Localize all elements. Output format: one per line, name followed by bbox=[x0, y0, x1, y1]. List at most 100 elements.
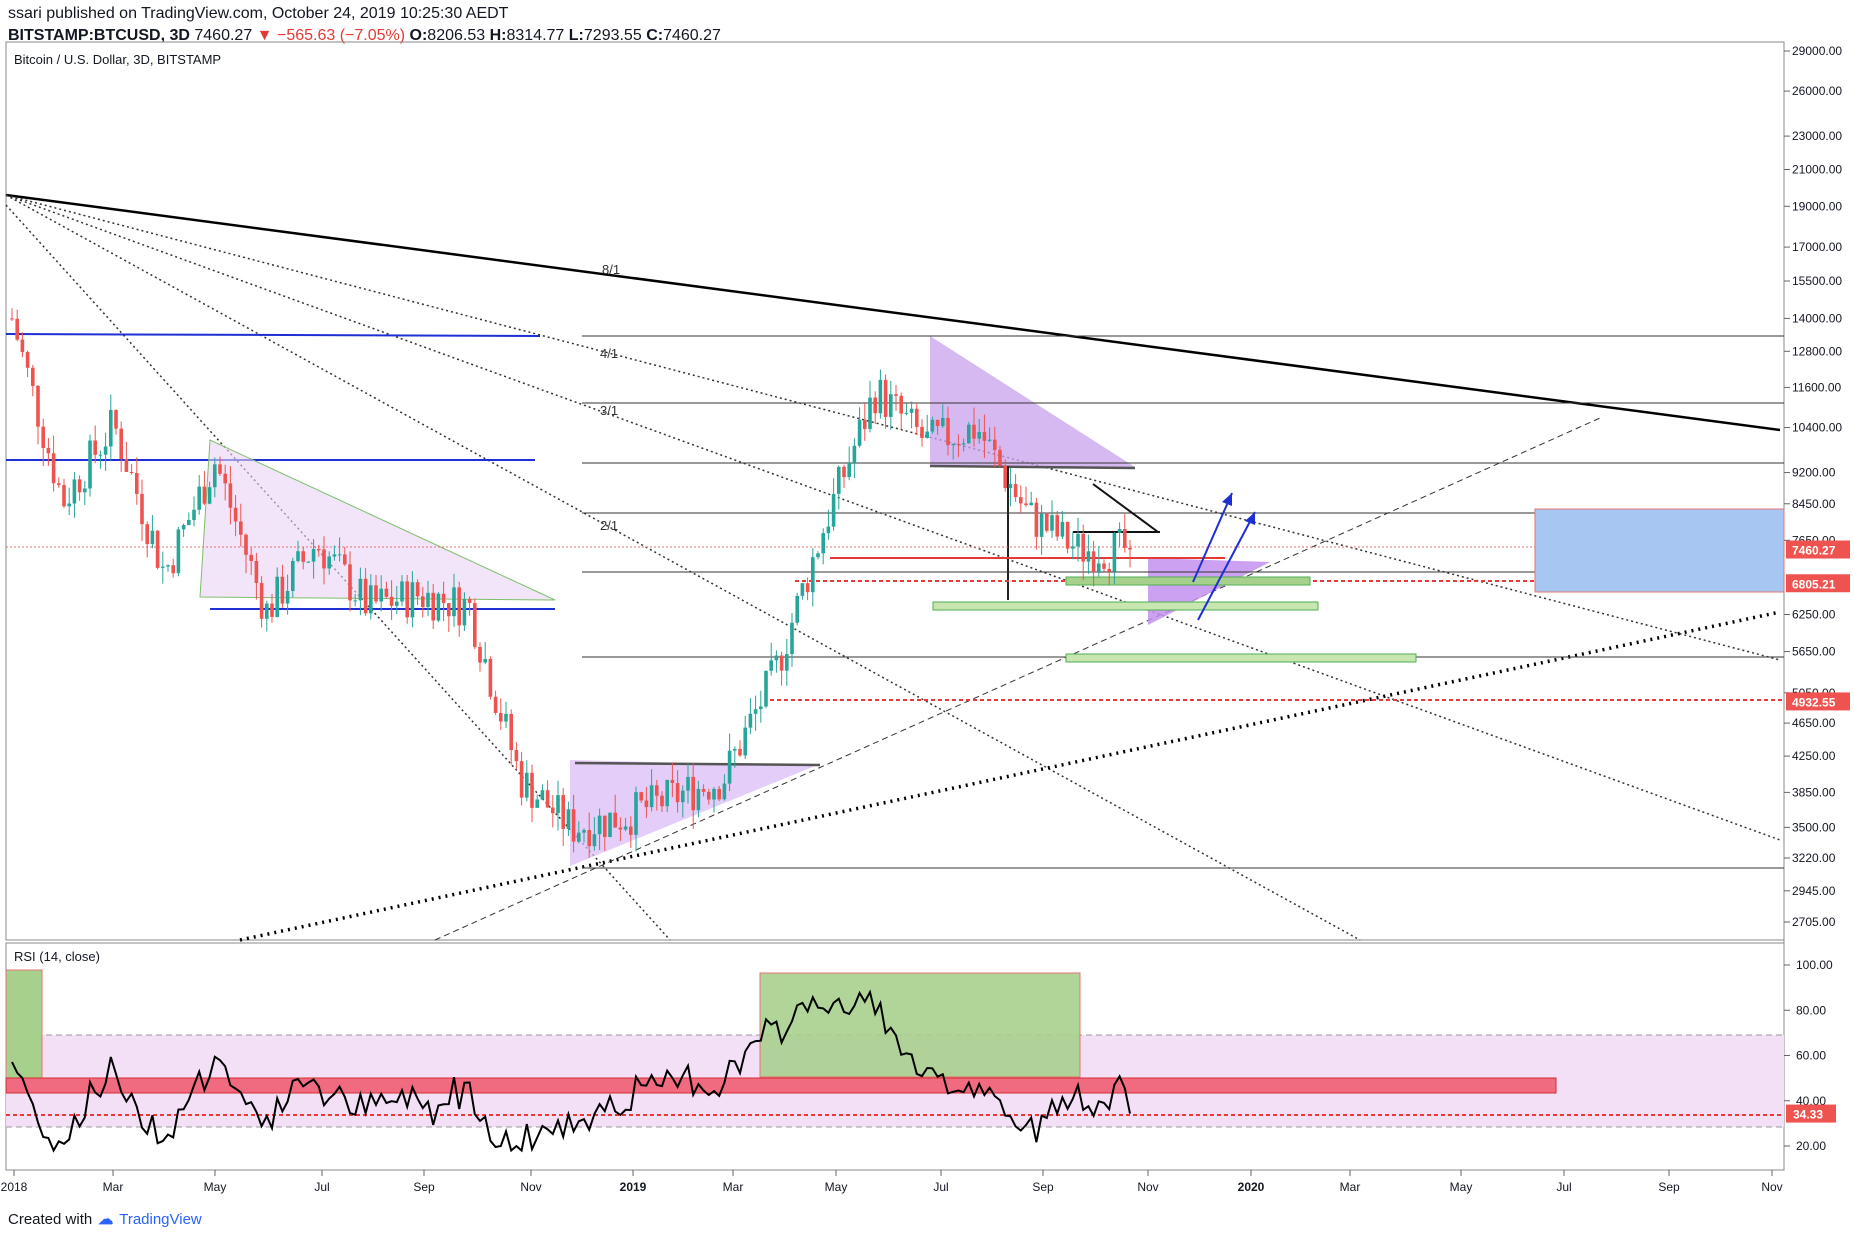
candle-body bbox=[837, 466, 841, 494]
candle-body bbox=[343, 554, 347, 565]
candle-body bbox=[389, 596, 394, 606]
candle-body bbox=[629, 826, 633, 835]
candle-body bbox=[10, 318, 14, 320]
candle-body bbox=[88, 440, 92, 489]
time-axis[interactable]: 2018 Mar May Jul Sep Nov 2019 Mar May Jul Sep Nov 20… bbox=[1, 1170, 1783, 1194]
candle-body bbox=[77, 479, 82, 493]
candle-body bbox=[249, 554, 253, 561]
price-tick-label: 4250.00 bbox=[1792, 749, 1836, 763]
candle-body bbox=[561, 795, 565, 829]
rsi-title: RSI (14, close) bbox=[14, 949, 100, 964]
candle-body bbox=[670, 779, 675, 783]
published-line: ssari published on TradingView.com, Octo… bbox=[8, 5, 509, 22]
candle-body bbox=[608, 812, 612, 837]
price-tick-label: 3220.00 bbox=[1792, 851, 1836, 865]
price-tick-label: 4650.00 bbox=[1792, 716, 1836, 730]
rsi-value-badge bbox=[1786, 1104, 1836, 1123]
price-tick-label: 14000.00 bbox=[1792, 311, 1842, 325]
candle-body bbox=[993, 439, 997, 450]
rsi-line bbox=[11, 989, 1131, 1153]
candle-body bbox=[1076, 533, 1080, 547]
candle-body bbox=[447, 603, 451, 617]
candle-body bbox=[530, 772, 534, 808]
candle-body bbox=[681, 790, 685, 803]
candle-body bbox=[51, 453, 56, 484]
candle-body bbox=[1123, 529, 1127, 548]
price-tick-label: 26000.00 bbox=[1792, 84, 1842, 98]
time-tick-label: 2019 bbox=[620, 1180, 647, 1194]
candle-body bbox=[946, 417, 950, 446]
candle-body bbox=[421, 596, 425, 607]
projection-arrow-1 bbox=[1192, 492, 1233, 583]
candle-body bbox=[639, 792, 643, 801]
candle-body bbox=[161, 566, 165, 568]
candle-body bbox=[197, 486, 201, 510]
candle-body bbox=[592, 834, 597, 847]
triangle-2019-top bbox=[930, 336, 1135, 467]
candle-body bbox=[218, 464, 222, 474]
candle-body bbox=[384, 588, 389, 597]
tradingview-brand[interactable]: TradingView bbox=[119, 1210, 202, 1228]
candle-body bbox=[738, 748, 742, 756]
low-value: 7293.55 bbox=[583, 27, 642, 44]
bottom-resistance bbox=[574, 761, 821, 767]
candle-body bbox=[613, 812, 617, 828]
candle-body bbox=[826, 526, 831, 534]
candle-body bbox=[1008, 483, 1013, 489]
candle-body bbox=[582, 830, 586, 833]
candle-body bbox=[322, 549, 326, 569]
price-label: 4932.55 bbox=[1792, 695, 1836, 709]
fan-ray-8-1 bbox=[5, 194, 1781, 661]
high-label: H: bbox=[489, 27, 507, 44]
candle-body bbox=[1045, 513, 1049, 531]
time-tick-label: Sep bbox=[1658, 1180, 1680, 1194]
candle-body bbox=[1128, 547, 1132, 550]
candle-body bbox=[192, 509, 196, 521]
candle-body bbox=[150, 530, 155, 545]
candle-body bbox=[655, 785, 659, 796]
candle-body bbox=[311, 548, 316, 562]
candle-body bbox=[145, 524, 149, 545]
candle-body bbox=[842, 466, 846, 478]
candle-body bbox=[691, 776, 695, 811]
candle-body bbox=[753, 709, 758, 714]
candle-body bbox=[155, 530, 160, 568]
projection-arrow-1-head bbox=[1222, 493, 1232, 506]
candle-body bbox=[36, 385, 40, 427]
candle-body bbox=[847, 462, 851, 478]
candle-body bbox=[233, 507, 238, 522]
candle-body bbox=[473, 602, 477, 647]
candle-body bbox=[769, 660, 773, 671]
candle-body bbox=[603, 815, 607, 837]
candle-body bbox=[925, 431, 929, 438]
rsi-axis[interactable]: 100.00 80.00 60.00 40.00 20.00 34.33 bbox=[1784, 958, 1836, 1153]
candle-body bbox=[712, 788, 716, 800]
rsi-tick-label: 60.00 bbox=[1796, 1049, 1826, 1063]
candle-body bbox=[571, 809, 576, 842]
candle-body bbox=[57, 483, 61, 486]
candle-body bbox=[1034, 502, 1039, 537]
candle-body bbox=[415, 582, 420, 597]
price-label-badge bbox=[1786, 540, 1850, 559]
price-label-badge bbox=[1786, 692, 1850, 711]
price-axis[interactable]: 29000.00 26000.00 23000.00 21000.00 19000.00… bbox=[1784, 44, 1850, 929]
candle-body bbox=[509, 713, 513, 751]
time-tick-label: Mar bbox=[723, 1180, 744, 1194]
candle-body bbox=[457, 587, 461, 626]
candle-body bbox=[665, 779, 669, 807]
candle-body bbox=[857, 419, 862, 446]
candle-body bbox=[961, 443, 966, 445]
candle-body bbox=[41, 426, 45, 449]
time-tick-label: Nov bbox=[1137, 1180, 1158, 1194]
candle-body bbox=[400, 581, 404, 602]
blue-hline-1 bbox=[5, 333, 541, 337]
candle-body bbox=[114, 409, 118, 429]
price-tick-label: 2705.00 bbox=[1792, 915, 1836, 929]
green-zone-2 bbox=[932, 601, 1319, 611]
candle-body bbox=[431, 592, 435, 621]
candle-body bbox=[915, 408, 919, 427]
support-dashed bbox=[434, 417, 1601, 941]
down-arrow-icon: ▼ bbox=[256, 27, 273, 44]
candle-body bbox=[374, 585, 378, 602]
